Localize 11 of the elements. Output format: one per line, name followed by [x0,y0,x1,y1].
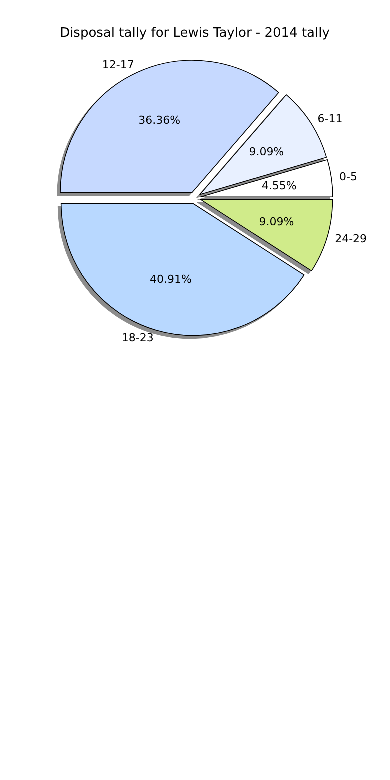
data-label: 40.91% [150,273,192,286]
slice-label: 18-23 [122,332,154,345]
slice-label: 6-11 [318,112,343,126]
slice-label: 24-29 [335,232,368,246]
slice-label: 12-17 [102,58,134,72]
data-label: 4.55% [262,179,297,192]
data-label: 9.09% [249,145,284,158]
slice-label: 0-5 [340,170,358,184]
chart-title: Disposal tally for Lewis Taylor - 2014 tally [60,26,330,41]
data-label: 36.36% [138,114,181,128]
data-label: 9.09% [259,216,294,228]
